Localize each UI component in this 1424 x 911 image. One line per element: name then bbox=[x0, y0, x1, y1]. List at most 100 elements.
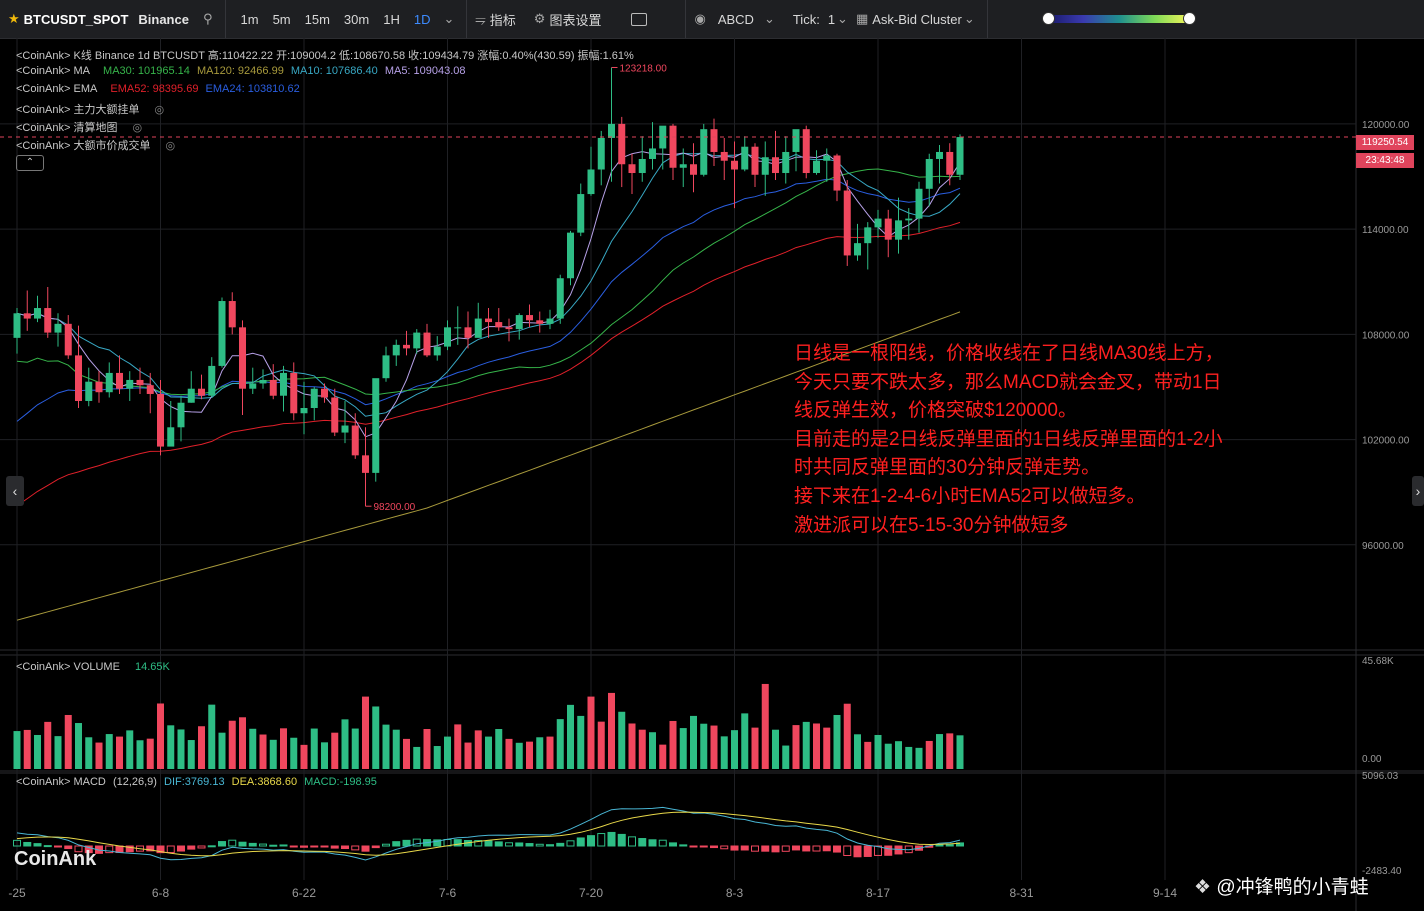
volume-bar bbox=[239, 717, 246, 769]
volume-bar bbox=[474, 730, 482, 769]
macd-histogram-bar bbox=[669, 842, 677, 847]
candle-body bbox=[239, 327, 246, 389]
candle-body bbox=[136, 379, 144, 386]
macd-histogram-bar bbox=[802, 845, 811, 852]
volume-bar bbox=[772, 729, 779, 769]
macd-histogram-bar bbox=[187, 845, 196, 850]
volume-bar bbox=[321, 742, 328, 769]
candle-body bbox=[85, 381, 93, 401]
volume-bar bbox=[341, 719, 349, 769]
symbol-section[interactable]: ★ BTCUSDT_SPOT Binance ⚲ bbox=[0, 0, 226, 38]
timeframe-1m[interactable]: 1m bbox=[240, 11, 259, 27]
volume-bar bbox=[536, 737, 544, 769]
candle-body bbox=[638, 158, 646, 174]
chevron-down-icon[interactable]: ⌄ bbox=[963, 11, 975, 26]
volume-bar bbox=[64, 714, 72, 769]
chevron-down-icon[interactable]: ⌄ bbox=[443, 11, 455, 26]
pane-tick-label: 5096.03 bbox=[1362, 771, 1399, 782]
macd-histogram-bar bbox=[279, 844, 288, 847]
candle-body bbox=[269, 379, 277, 396]
volume-bar bbox=[392, 729, 400, 769]
chevron-down-icon[interactable]: ⌄ bbox=[837, 11, 848, 26]
cluster-select[interactable]: Ask-Bid Cluster bbox=[872, 11, 962, 27]
author-name: @冲锋鸭的小青蛙 bbox=[1216, 877, 1369, 898]
macd-histogram-bar bbox=[484, 840, 493, 847]
indicator-1-label[interactable]: <CoinAnk> 主力大额挂单 bbox=[16, 104, 140, 116]
macd-histogram-bar bbox=[658, 839, 667, 847]
indicator-legend-3[interactable]: <CoinAnk> 大额市价成交单 ◎ bbox=[16, 137, 179, 153]
note-line: 线反弹生效，价格突破$120000。 bbox=[794, 400, 1077, 422]
tick-value-select[interactable]: 1 bbox=[827, 11, 836, 27]
macd-histogram-bar bbox=[453, 839, 462, 847]
star-icon[interactable]: ★ bbox=[8, 11, 20, 26]
indicator-2-label[interactable]: <CoinAnk> 清算地图 bbox=[16, 122, 118, 134]
timeframe-1h[interactable]: 1H bbox=[383, 11, 400, 27]
macd-histogram-bar bbox=[822, 845, 831, 852]
indicator-legend-1[interactable]: <CoinAnk> 主力大额挂单 ◎ bbox=[16, 101, 168, 117]
scroll-right-button[interactable]: › bbox=[1412, 476, 1424, 506]
macd-histogram-bar bbox=[289, 845, 298, 848]
candle-body bbox=[925, 158, 933, 189]
scroll-left-button[interactable]: ‹ bbox=[6, 476, 24, 506]
volume-bar bbox=[833, 714, 841, 769]
macd-histogram-bar bbox=[935, 844, 944, 847]
collapse-legend-button[interactable]: ⌃ bbox=[16, 155, 44, 171]
analysis-note: 日线是一根阳线，价格收线在了日线MA30线上方， 今天只要不跌太多，那么MACD… bbox=[794, 340, 1314, 540]
candle-body bbox=[321, 388, 328, 398]
candle-body bbox=[720, 151, 728, 161]
color-range-slider[interactable] bbox=[988, 0, 1198, 38]
eye-icon[interactable]: ◉ bbox=[694, 11, 706, 26]
candle-body bbox=[895, 220, 902, 240]
volume-bar bbox=[546, 736, 554, 769]
macd-histogram-bar bbox=[525, 843, 534, 847]
symbol-label[interactable]: BTCUSDT_SPOT bbox=[23, 11, 129, 27]
macd-params: (12,26,9) bbox=[112, 776, 157, 788]
volume-bar bbox=[280, 728, 287, 769]
volume-bar bbox=[874, 734, 882, 769]
drawing-tool-select[interactable]: ABCD bbox=[717, 11, 754, 27]
eye-off-icon[interactable]: ◎ bbox=[165, 140, 176, 152]
candle-body bbox=[413, 332, 421, 349]
eye-off-icon[interactable]: ◎ bbox=[154, 104, 165, 116]
candle-body bbox=[433, 346, 441, 356]
timeframe-1d[interactable]: 1D bbox=[413, 11, 431, 27]
macd-histogram-bar bbox=[853, 845, 862, 858]
candle-body bbox=[23, 313, 31, 319]
indicators-button[interactable]: 指标 bbox=[489, 12, 516, 28]
share-icon: ❖ bbox=[1194, 877, 1212, 898]
macd-histogram-bar bbox=[115, 845, 124, 854]
chart-settings-button[interactable]: 图表设置 bbox=[549, 12, 602, 28]
macd-legend: <CoinAnk> MACD (12,26,9) DIF:3769.13 DEA… bbox=[16, 776, 381, 788]
slider-handle-right[interactable] bbox=[1182, 12, 1196, 25]
kline-legend: <CoinAnk> K线 Binance 1d BTCUSDT 高:110422… bbox=[16, 47, 638, 63]
chevron-down-icon[interactable]: ⌄ bbox=[763, 11, 775, 26]
candle-body bbox=[13, 313, 21, 338]
indicator-3-label[interactable]: <CoinAnk> 大额市价成交单 bbox=[16, 140, 151, 152]
note-line: 目前走的是2日线反弹里面的1日线反弹里面的1-2小 bbox=[794, 428, 1223, 450]
timeframe-30m[interactable]: 30m bbox=[343, 11, 370, 27]
candle-body bbox=[341, 425, 349, 433]
high-label: 123218.00 bbox=[620, 63, 668, 74]
timeframe-5m[interactable]: 5m bbox=[272, 11, 291, 27]
search-icon[interactable]: ⚲ bbox=[202, 11, 213, 26]
candle-body bbox=[382, 355, 390, 379]
slider-handle-left[interactable] bbox=[1041, 12, 1055, 25]
volume-bar bbox=[761, 683, 769, 769]
volume-bar bbox=[587, 696, 595, 769]
fullscreen-icon[interactable] bbox=[631, 12, 648, 26]
indicator-lines bbox=[16, 150, 961, 621]
macd-histogram-bar bbox=[433, 839, 442, 847]
timeframe-15m[interactable]: 15m bbox=[304, 11, 330, 27]
macd-histogram-bar bbox=[771, 845, 780, 853]
eye-off-icon[interactable]: ◎ bbox=[132, 122, 143, 134]
indicator-legend-2[interactable]: <CoinAnk> 清算地图 ◎ bbox=[16, 119, 146, 135]
volume-bar bbox=[895, 741, 902, 769]
candle-body bbox=[792, 129, 800, 152]
macd-histogram-bar bbox=[33, 843, 42, 847]
volume-legend-prefix: <CoinAnk> VOLUME bbox=[16, 661, 120, 673]
volume-bar bbox=[177, 729, 185, 769]
volume-bar bbox=[259, 734, 267, 769]
candle-body bbox=[403, 344, 410, 349]
price-chart[interactable]: 96000.00 102000.00 108000.00 114000.00 12000… bbox=[0, 38, 1424, 911]
volume-bar bbox=[290, 737, 298, 769]
